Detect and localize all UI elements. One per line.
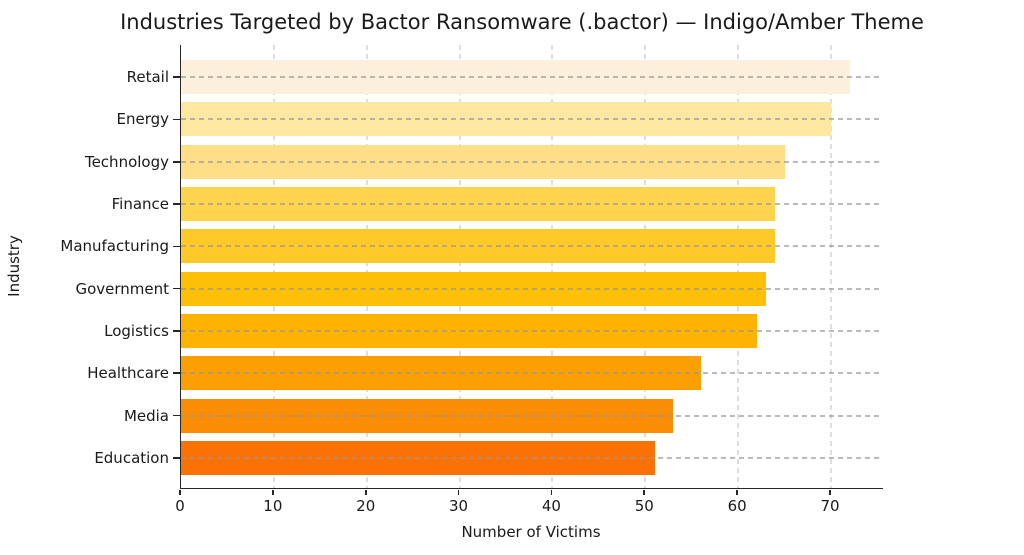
category-tick-label: Energy: [116, 110, 169, 129]
x-tick-mark: [550, 489, 553, 495]
y-tick-mark: [173, 160, 180, 163]
category-tick-label: Logistics: [104, 321, 169, 340]
x-tick-label: 0: [175, 497, 185, 515]
h-gridline: [181, 118, 883, 121]
category-tick-label: Media: [123, 406, 169, 425]
h-gridline: [181, 203, 883, 206]
x-tick-label: 30: [449, 497, 469, 515]
x-tick-label: 60: [727, 497, 747, 515]
v-gridline: [737, 45, 740, 488]
y-tick-mark: [173, 414, 180, 417]
y-tick-mark: [173, 118, 180, 121]
x-tick-label: 40: [541, 497, 561, 515]
h-gridline: [181, 414, 883, 417]
category-tick-label: Retail: [126, 68, 169, 87]
category-tick-label: Technology: [84, 152, 169, 171]
category-tick-label: Government: [75, 279, 169, 298]
v-gridline: [830, 45, 832, 488]
y-tick-mark: [173, 203, 180, 205]
chart-title: Industries Targeted by Bactor Ransomware…: [120, 10, 924, 34]
y-tick-mark: [173, 287, 180, 290]
y-tick-mark: [173, 245, 180, 248]
x-tick-mark: [643, 489, 646, 495]
h-gridline: [181, 76, 883, 79]
v-gridline: [272, 45, 275, 488]
y-tick-mark: [173, 76, 180, 78]
h-gridline: [181, 329, 883, 332]
x-tick-mark: [829, 489, 831, 495]
x-tick-mark: [457, 489, 460, 495]
h-gridline: [181, 372, 883, 375]
x-tick-mark: [272, 489, 274, 495]
x-tick-label: 70: [820, 497, 840, 515]
category-tick-label: Education: [94, 448, 169, 467]
category-tick-label: Finance: [111, 195, 169, 214]
h-gridline: [181, 456, 883, 459]
x-axis-label: Number of Victims: [461, 523, 601, 541]
y-tick-mark: [173, 330, 180, 332]
v-gridline: [458, 45, 461, 488]
h-gridline: [181, 160, 883, 163]
x-tick-mark: [364, 489, 367, 495]
y-tick-mark: [173, 372, 180, 375]
y-tick-mark: [173, 457, 180, 459]
v-gridline: [644, 45, 647, 488]
v-gridline: [551, 45, 554, 488]
x-tick-label: 10: [263, 497, 283, 515]
v-gridline: [365, 45, 368, 488]
x-tick-label: 50: [634, 497, 654, 515]
category-tick-label: Healthcare: [87, 364, 169, 383]
plot-area: [180, 45, 883, 489]
x-tick-mark: [736, 489, 738, 495]
h-gridline: [181, 245, 883, 248]
h-gridline: [181, 287, 883, 290]
x-tick-mark: [179, 489, 181, 495]
category-tick-label: Manufacturing: [60, 237, 169, 256]
x-tick-label: 20: [356, 497, 376, 515]
